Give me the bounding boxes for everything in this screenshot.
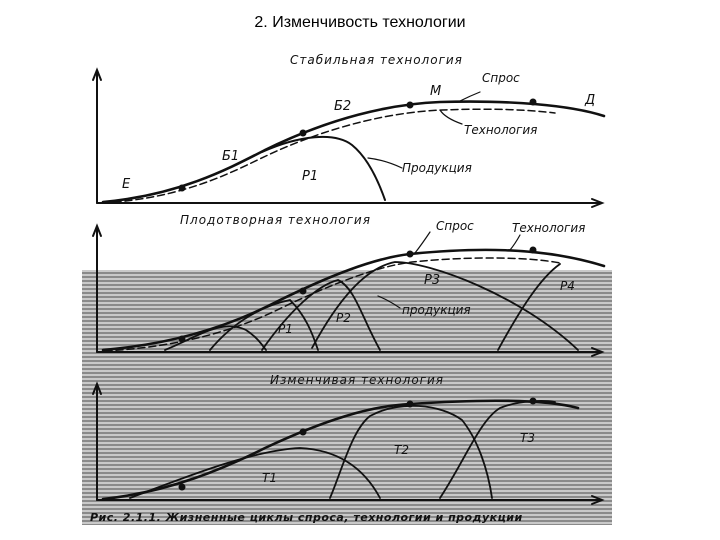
stable-y-arrow — [92, 67, 102, 81]
unstable-label-t2: T2 — [394, 443, 409, 457]
fruitful-label-p1: P1 — [278, 322, 293, 336]
stable-demand-leader — [459, 91, 481, 102]
fruitful-product-p4 — [497, 263, 561, 351]
stable-label-technology: Технология — [464, 123, 537, 137]
unstable-t3-curve — [439, 400, 556, 499]
fruitful-technology-curve — [104, 257, 561, 352]
stable-label-p1: P1 — [302, 169, 318, 184]
fruitful-point-1 — [178, 335, 186, 343]
stable-technology-leader — [439, 109, 463, 125]
stable-label-b2: Б2 — [334, 99, 351, 114]
unstable-point-1 — [178, 483, 186, 491]
stable-point-1 — [178, 184, 186, 192]
unstable-panel-title: Изменчивая технология — [270, 373, 444, 387]
fruitful-panel — [92, 223, 606, 357]
stable-label-d: Д — [584, 93, 595, 108]
stable-point-3 — [406, 101, 414, 109]
unstable-x-arrow — [591, 495, 605, 505]
fruitful-demand-curve — [101, 248, 606, 352]
unstable-y-arrow — [92, 381, 102, 395]
unstable-point-2 — [299, 428, 307, 436]
fruitful-product-p1 — [164, 325, 267, 351]
unstable-label-t3: T3 — [520, 431, 535, 445]
fruitful-product-leader — [377, 295, 401, 309]
stable-label-b1: Б1 — [222, 149, 239, 164]
fruitful-point-4 — [529, 246, 537, 254]
stable-demand-curve — [101, 100, 606, 204]
fruitful-label-demand: Спрос — [436, 219, 474, 233]
stable-point-4 — [529, 98, 537, 106]
fruitful-point-2 — [299, 287, 307, 295]
slide-title: 2. Изменчивость технологии — [254, 14, 466, 31]
stable-label-e: E — [122, 177, 131, 192]
fruitful-technology-leader — [509, 234, 521, 251]
stable-label-product: Продукция — [402, 161, 472, 175]
fruitful-x-arrow — [591, 347, 605, 357]
stable-technology-curve — [102, 108, 556, 204]
unstable-demand-curve — [101, 399, 580, 501]
fruitful-label-p3: P3 — [424, 273, 440, 288]
unstable-panel — [92, 381, 605, 505]
stable-product-curve — [261, 135, 386, 201]
fruitful-product-p1b — [209, 299, 319, 351]
fruitful-label-product: продукция — [402, 303, 471, 317]
stable-panel — [92, 67, 606, 208]
fruitful-product-p3 — [311, 261, 579, 351]
fruitful-panel-title: Плодотворная технология — [180, 213, 371, 227]
fruitful-product-p2 — [261, 279, 381, 351]
stable-label-m: M — [430, 84, 441, 99]
unstable-label-t1: T1 — [262, 471, 277, 485]
fruitful-point-3 — [406, 250, 414, 258]
unstable-point-3 — [406, 400, 414, 408]
unstable-t1-curve — [129, 447, 381, 499]
stable-point-2 — [299, 129, 307, 137]
fruitful-label-p2: P2 — [336, 311, 351, 325]
fruitful-label-technology: Технология — [512, 221, 585, 235]
stable-label-demand: Спрос — [482, 71, 520, 85]
fruitful-y-arrow — [92, 223, 102, 237]
unstable-point-4 — [529, 397, 537, 405]
stable-product-leader — [367, 157, 403, 169]
fruitful-label-p4: P4 — [560, 279, 575, 293]
stable-x-arrow — [591, 198, 605, 208]
unstable-t2-curve — [329, 404, 493, 499]
stable-panel-title: Стабильная технология — [290, 53, 463, 67]
figure-caption: Рис. 2.1.1. Жизненные циклы спроса, техн… — [90, 511, 523, 524]
fruitful-demand-leader — [414, 231, 431, 254]
